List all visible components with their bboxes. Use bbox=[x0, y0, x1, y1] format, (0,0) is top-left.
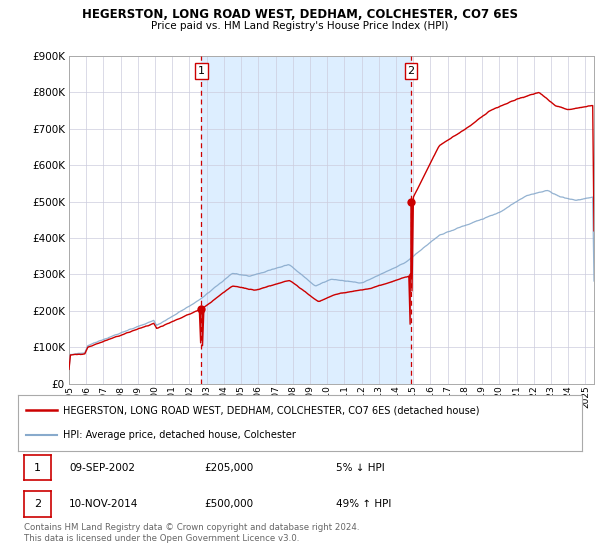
Text: 2: 2 bbox=[407, 66, 415, 76]
Text: HPI: Average price, detached house, Colchester: HPI: Average price, detached house, Colc… bbox=[63, 430, 296, 440]
Text: 2: 2 bbox=[34, 499, 41, 509]
Bar bbox=[202, 56, 411, 384]
Text: 1: 1 bbox=[198, 66, 205, 76]
Text: 09-SEP-2002: 09-SEP-2002 bbox=[69, 463, 135, 473]
Text: HEGERSTON, LONG ROAD WEST, DEDHAM, COLCHESTER, CO7 6ES: HEGERSTON, LONG ROAD WEST, DEDHAM, COLCH… bbox=[82, 8, 518, 21]
Text: 10-NOV-2014: 10-NOV-2014 bbox=[69, 499, 139, 509]
Text: Price paid vs. HM Land Registry's House Price Index (HPI): Price paid vs. HM Land Registry's House … bbox=[151, 21, 449, 31]
Text: 5% ↓ HPI: 5% ↓ HPI bbox=[336, 463, 385, 473]
Text: 1: 1 bbox=[34, 463, 41, 473]
Text: This data is licensed under the Open Government Licence v3.0.: This data is licensed under the Open Gov… bbox=[24, 534, 299, 543]
Text: HEGERSTON, LONG ROAD WEST, DEDHAM, COLCHESTER, CO7 6ES (detached house): HEGERSTON, LONG ROAD WEST, DEDHAM, COLCH… bbox=[63, 405, 479, 416]
Text: Contains HM Land Registry data © Crown copyright and database right 2024.: Contains HM Land Registry data © Crown c… bbox=[24, 523, 359, 532]
Text: 49% ↑ HPI: 49% ↑ HPI bbox=[336, 499, 391, 509]
Text: £500,000: £500,000 bbox=[204, 499, 253, 509]
Text: £205,000: £205,000 bbox=[204, 463, 253, 473]
